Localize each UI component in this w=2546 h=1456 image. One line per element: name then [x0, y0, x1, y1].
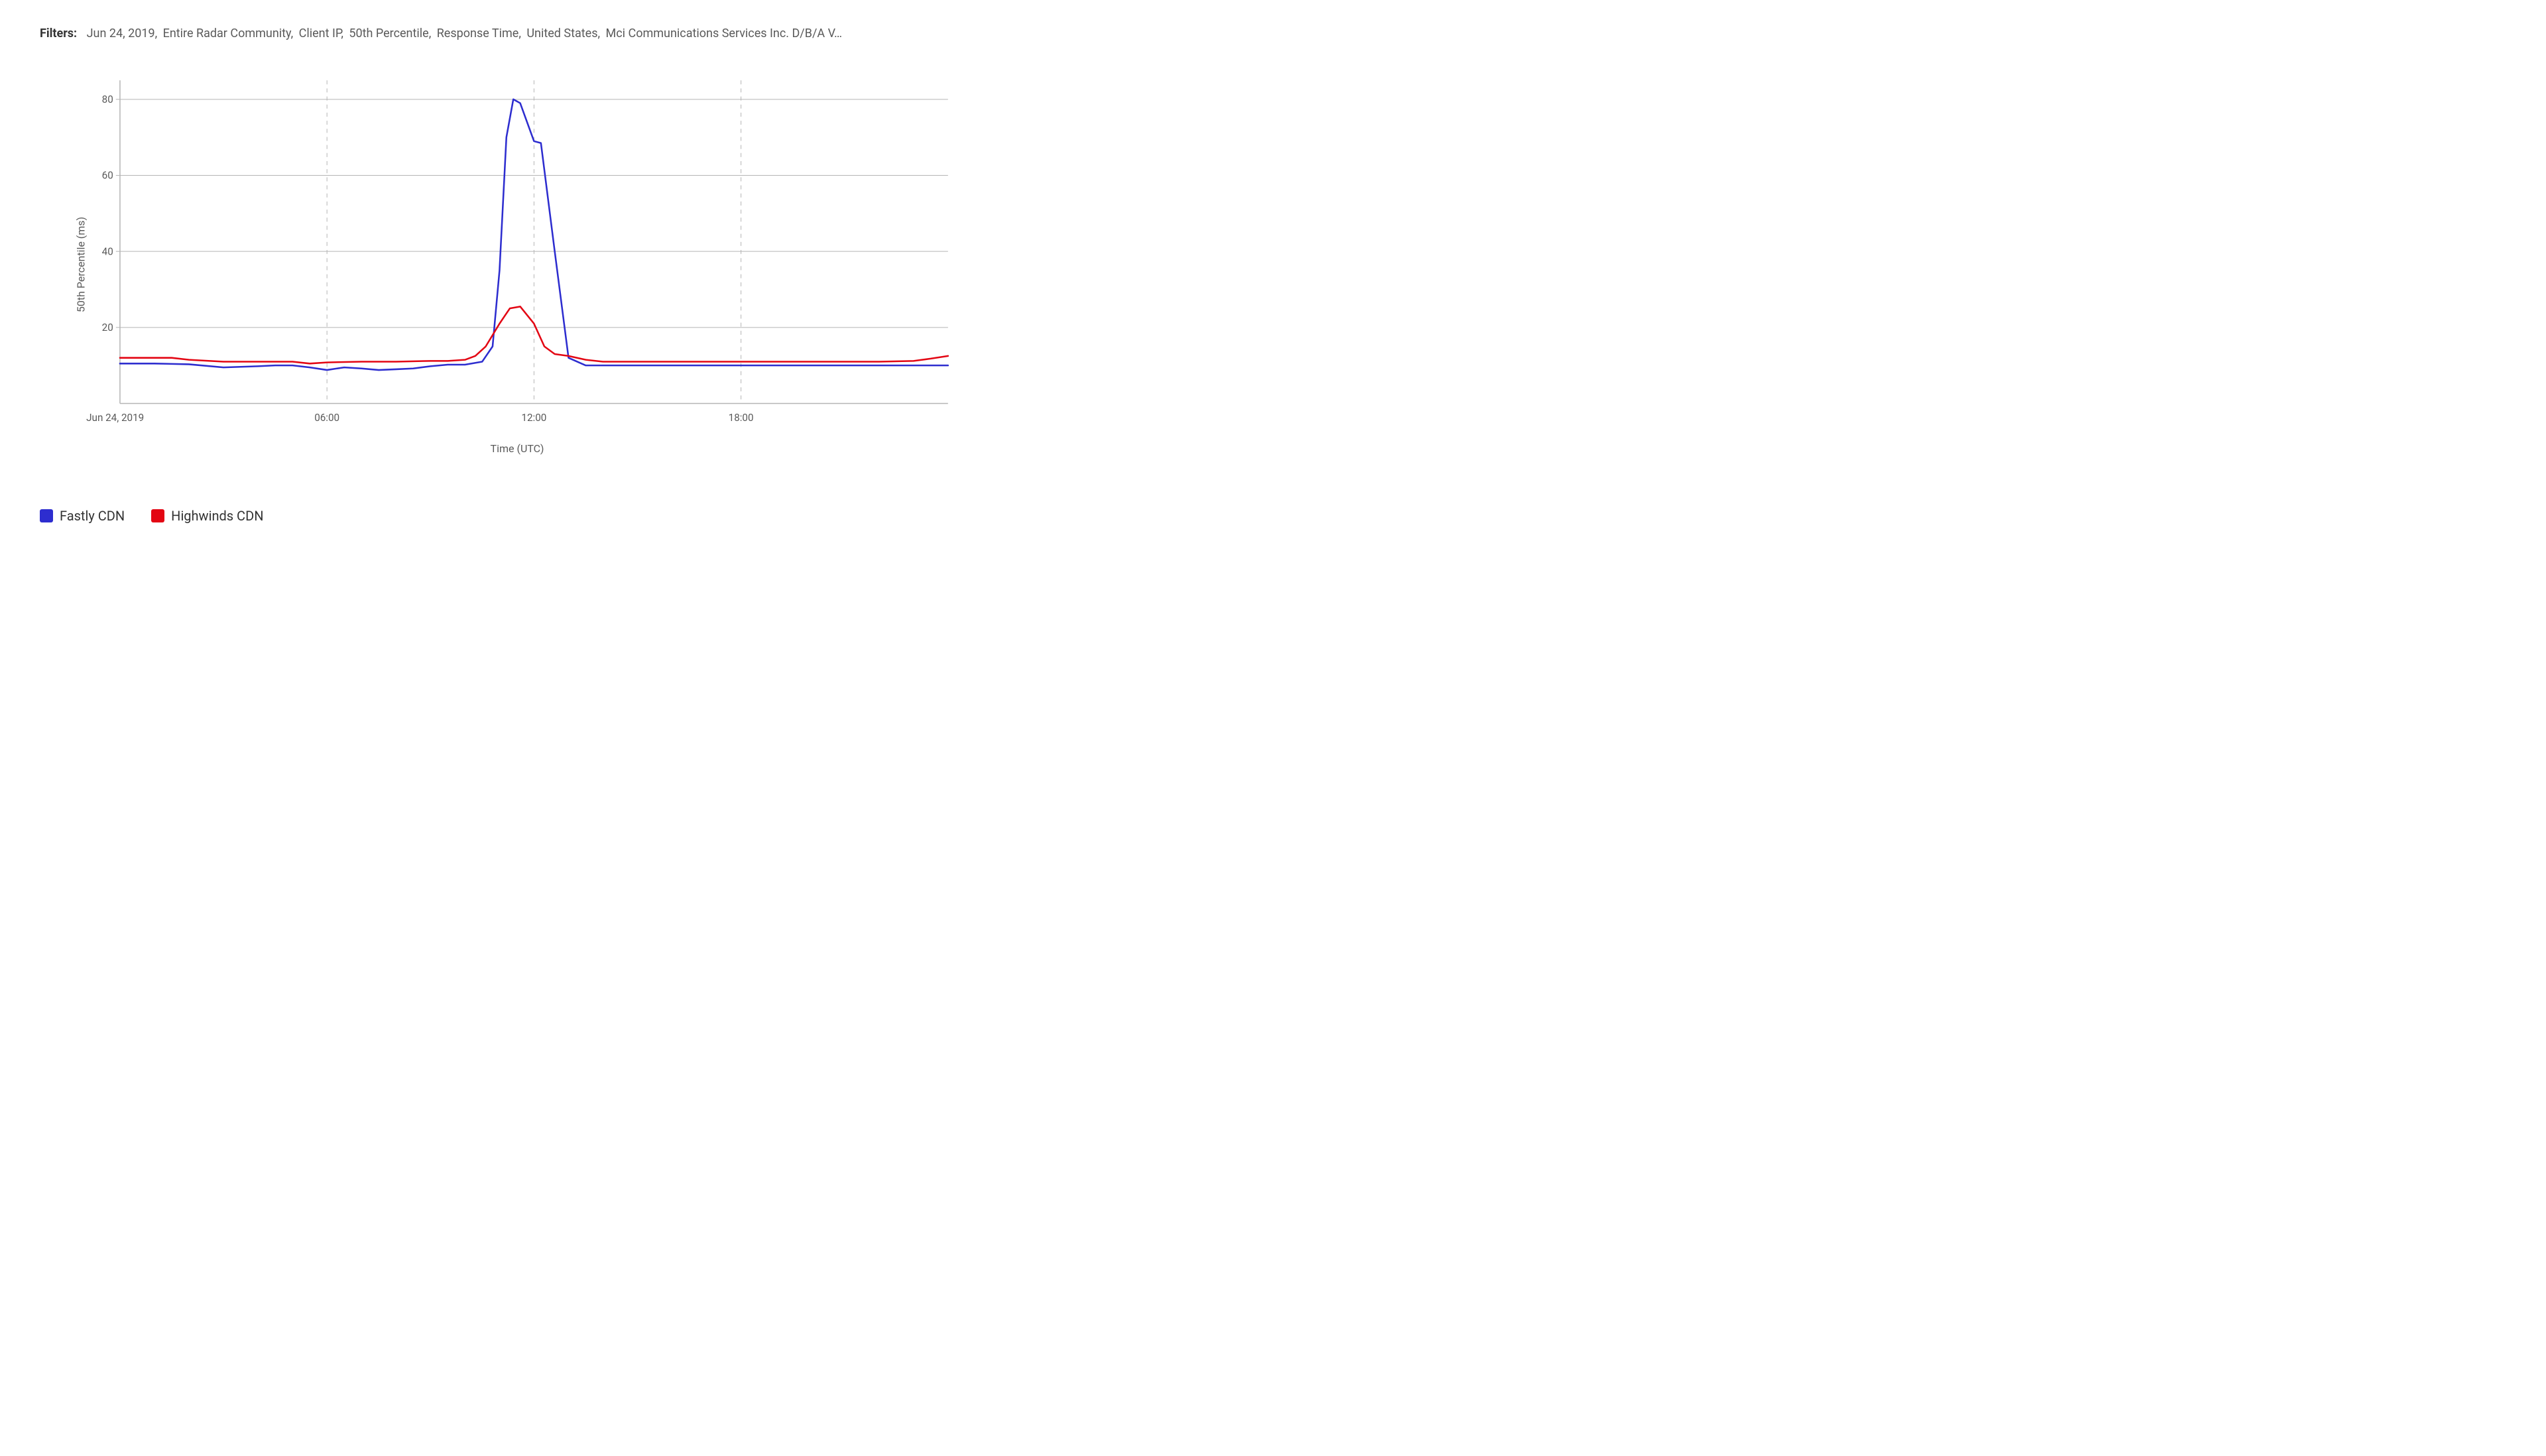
legend-label: Highwinds CDN — [171, 508, 263, 524]
chart-container: 50th Percentile (ms) 20406080Jun 24, 201… — [40, 74, 955, 455]
x-axis-label: Time (UTC) — [80, 442, 955, 455]
filter-item[interactable]: 50th Percentile, — [349, 27, 431, 40]
filter-item[interactable]: Mci Communications Services Inc. D/B/A V… — [606, 27, 843, 40]
svg-text:60: 60 — [102, 170, 113, 182]
filter-item[interactable]: Jun 24, 2019, — [87, 27, 158, 40]
svg-text:Jun 24, 2019: Jun 24, 2019 — [86, 412, 144, 424]
filters-bar: Filters: Jun 24, 2019, Entire Radar Comm… — [40, 27, 2506, 40]
svg-text:20: 20 — [102, 322, 113, 334]
svg-text:06:00: 06:00 — [314, 412, 339, 424]
filters-label: Filters: — [40, 27, 77, 40]
svg-text:12:00: 12:00 — [521, 412, 546, 424]
svg-text:18:00: 18:00 — [729, 412, 754, 424]
filter-item[interactable]: Client IP, — [299, 27, 343, 40]
legend-item-fastly[interactable]: Fastly CDN — [40, 508, 125, 524]
legend-swatch — [40, 509, 53, 522]
legend: Fastly CDN Highwinds CDN — [40, 508, 2506, 524]
filter-item[interactable]: Response Time, — [437, 27, 521, 40]
line-chart[interactable]: 20 40 60 80 Jun 24, 2019 06:00 12:00 18:00 — [80, 74, 955, 430]
filter-item[interactable]: United States, — [526, 27, 600, 40]
filter-item[interactable]: Entire Radar Community, — [163, 27, 294, 40]
svg-text:40: 40 — [102, 245, 113, 257]
legend-swatch — [151, 509, 164, 522]
legend-label: Fastly CDN — [60, 508, 125, 524]
svg-text:80: 80 — [102, 93, 113, 105]
legend-item-highwinds[interactable]: Highwinds CDN — [151, 508, 263, 524]
